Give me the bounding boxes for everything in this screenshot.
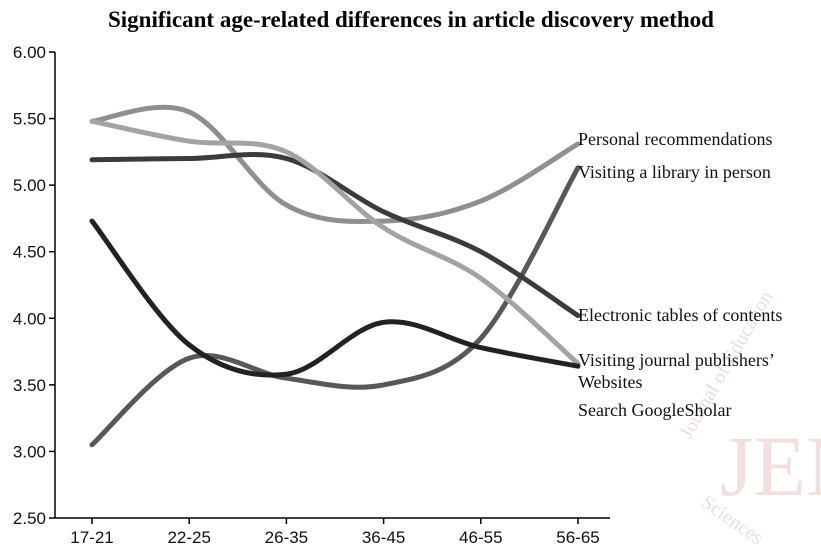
y-tick-label: 3.50 [13, 376, 46, 395]
y-tick-label: 6.00 [13, 43, 46, 62]
x-tick-label: 46-55 [459, 528, 502, 546]
y-tick-label: 2.50 [13, 509, 46, 528]
series-labels: Personal recommendations Visiting a libr… [578, 129, 782, 420]
x-ticks: 17-21 22-25 26-35 36-45 46-55 56-65 [70, 518, 600, 546]
series-label-journal-publishers: Visiting journal publishers’ Websites [578, 350, 775, 392]
x-tick-label: 26-35 [265, 528, 308, 546]
series-line-4 [89, 118, 581, 367]
series-line-1 [89, 104, 581, 224]
watermark-logo: JEM [720, 418, 821, 514]
y-tick-label: 4.00 [13, 309, 46, 328]
y-ticks: 2.50 3.00 3.50 4.00 4.50 5.00 5.50 6.00 [13, 43, 55, 528]
series-lines [89, 104, 581, 448]
axes [54, 52, 610, 519]
y-tick-label: 3.00 [13, 442, 46, 461]
y-tick-label: 5.50 [13, 110, 46, 129]
series-line-3 [89, 152, 581, 319]
series-line-2 [89, 165, 581, 448]
x-tick-label: 17-21 [70, 528, 113, 546]
series-label-google-scholar: Search GoogleSholar [578, 400, 731, 420]
series-label-personal-recommendations: Personal recommendations [578, 129, 772, 149]
x-tick-label: 56-65 [556, 528, 599, 546]
series-line-5 [89, 218, 581, 378]
series-label-visiting-library: Visiting a library in person [578, 162, 771, 182]
series-label-electronic-toc: Electronic tables of contents [578, 305, 782, 325]
chart-title: Significant age-related differences in a… [108, 7, 714, 32]
x-tick-label: 22-25 [167, 528, 210, 546]
y-tick-label: 4.50 [13, 243, 46, 262]
y-tick-label: 5.00 [13, 176, 46, 195]
x-tick-label: 36-45 [362, 528, 405, 546]
